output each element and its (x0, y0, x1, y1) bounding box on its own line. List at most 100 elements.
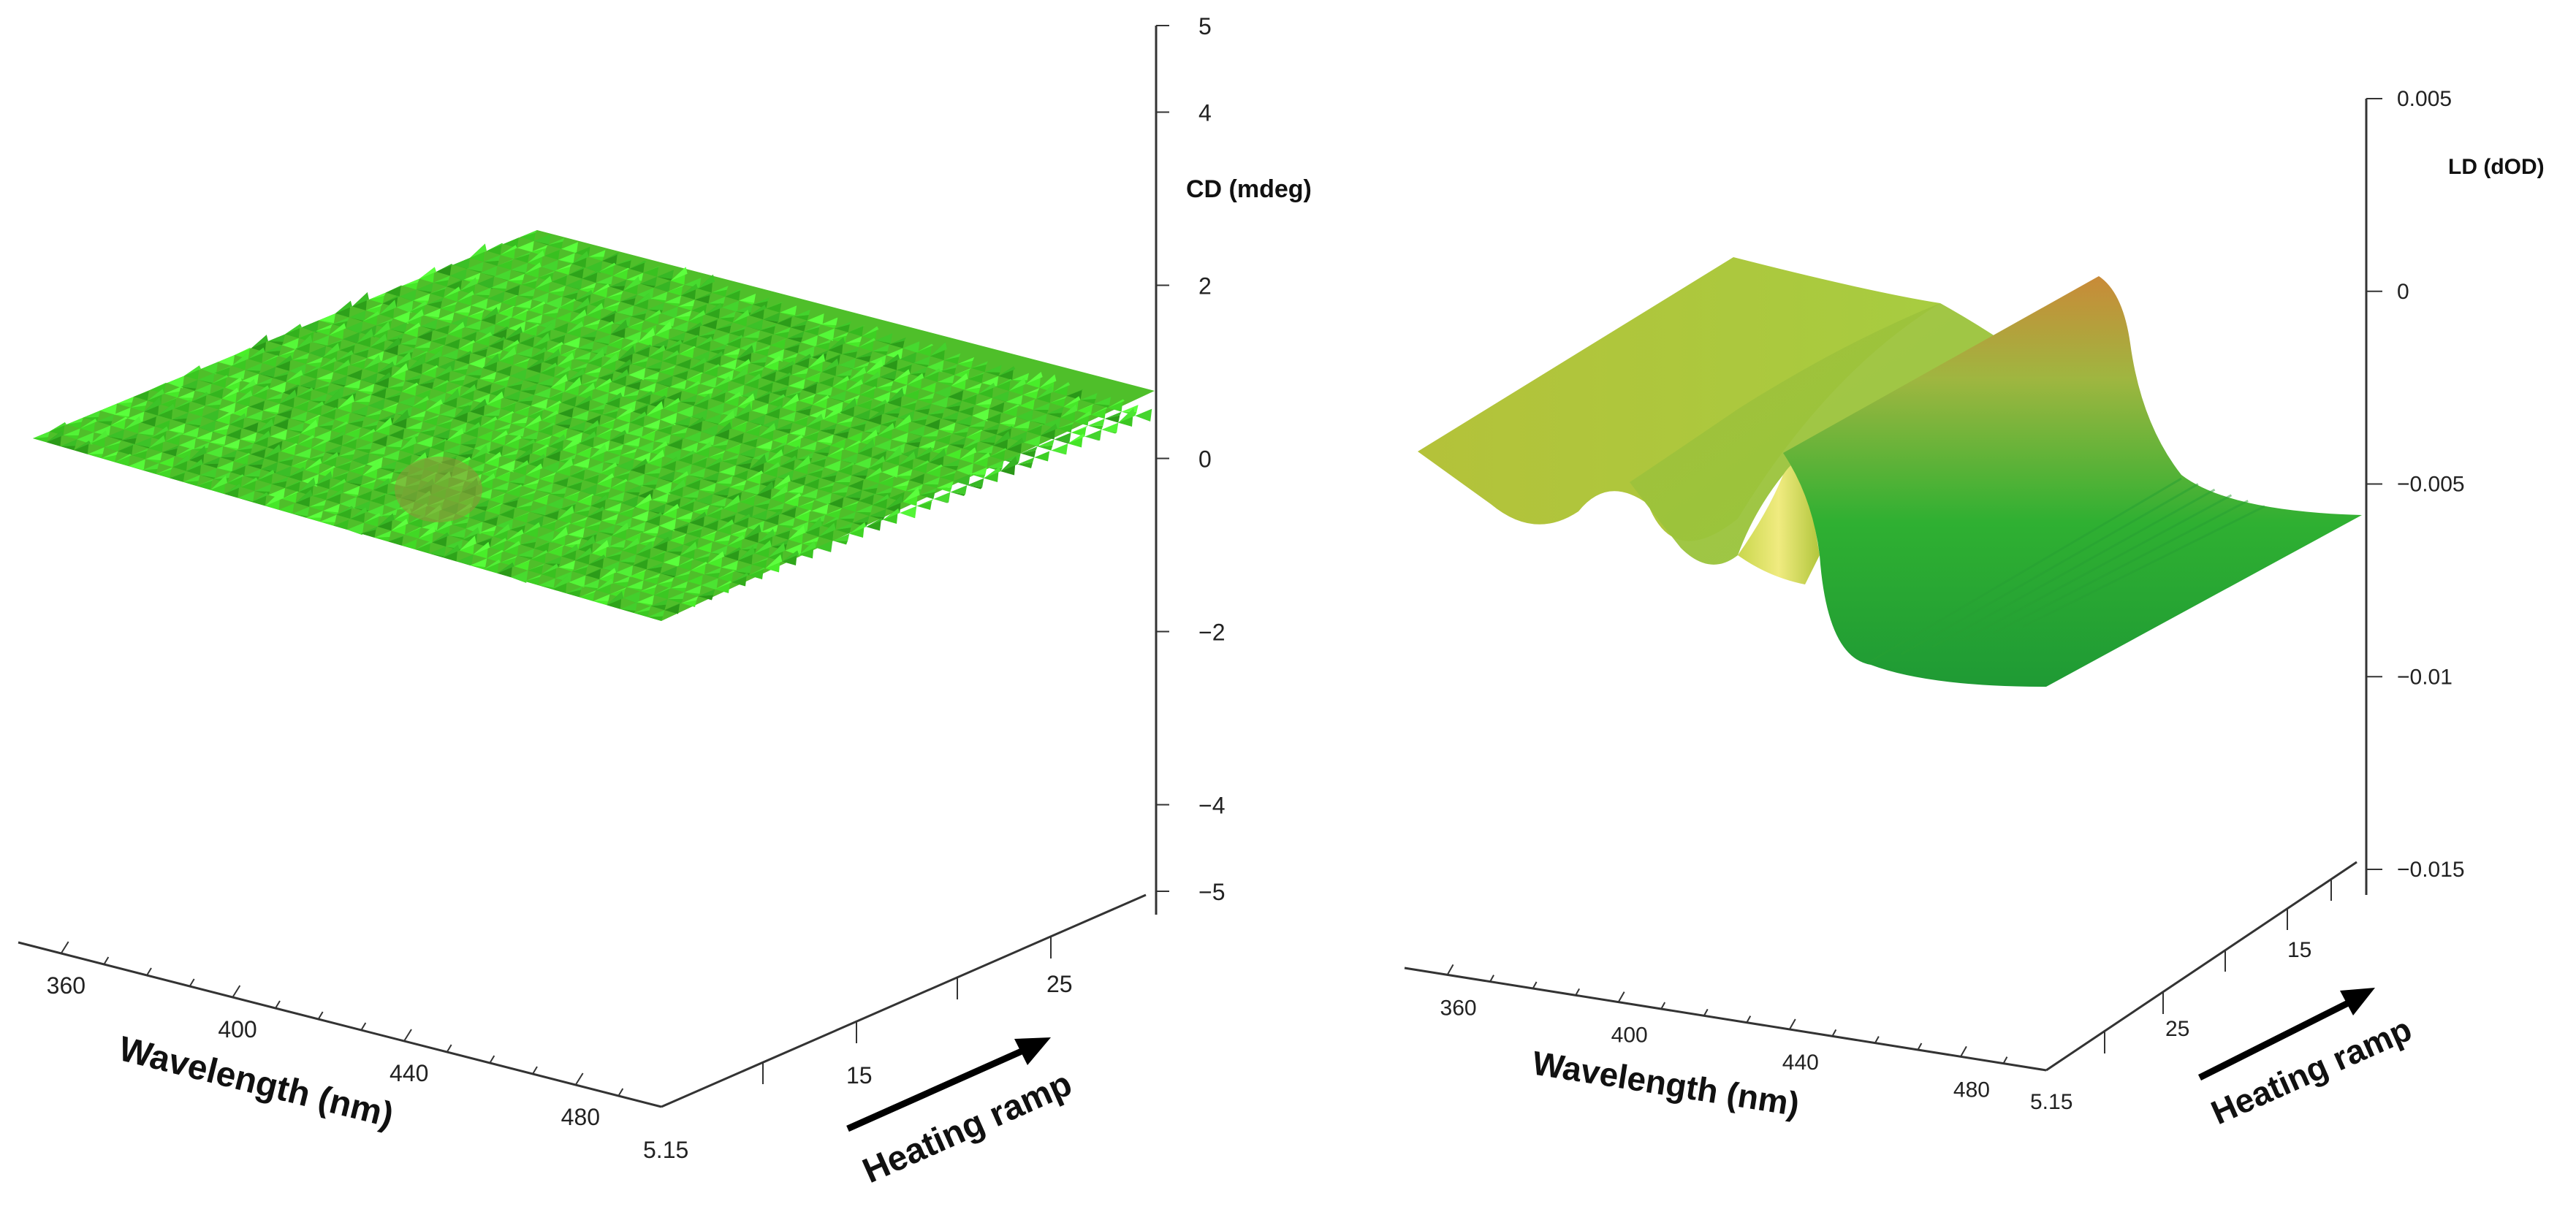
cd-surface-facet (485, 350, 503, 357)
cd-surface-facet (349, 466, 365, 476)
cd-surface-facet (758, 381, 775, 389)
cd-surface-facet (891, 432, 908, 443)
cd-surface-facet (832, 533, 850, 541)
cd-surface-facet (245, 370, 261, 374)
cd-surface-facet (629, 569, 647, 576)
cd-surface-facet (670, 432, 686, 439)
cd-surface-facet (279, 389, 297, 404)
cd-surface-facet (87, 454, 103, 459)
cd-surface-facet (205, 398, 222, 406)
cd-surface-facet (477, 276, 495, 289)
cd-surface-facet (600, 310, 618, 320)
cd-surface-facet (945, 400, 962, 408)
cd-surface-facet (588, 506, 605, 517)
cd-surface-facet (432, 380, 449, 389)
cd-surface-facet (674, 423, 689, 428)
cd-surface-facet (286, 370, 303, 382)
cd-surface-facet (583, 473, 601, 481)
cd-surface-facet (780, 305, 797, 316)
cd-surface-facet (574, 245, 592, 254)
cd-surface-facet (840, 453, 858, 464)
ld-x-tick-label: 480 (1953, 1078, 1990, 1102)
cd-surface-facet (208, 387, 226, 395)
cd-surface-facet (749, 454, 767, 470)
cd-surface-facet (189, 446, 207, 460)
cd-surface-facet (892, 480, 910, 487)
cd-surface-facet (539, 472, 557, 479)
cd-surface-facet (169, 470, 186, 479)
cd-surface-facet (422, 414, 440, 422)
cd-surface-facet (466, 268, 482, 273)
cd-surface-facet (444, 338, 462, 346)
cd-surface-facet (862, 326, 879, 337)
cd-surface-facet (369, 446, 387, 454)
cd-surface-facet (999, 416, 1017, 424)
cd-surface-facet (389, 428, 405, 440)
cd-surface-facet (490, 287, 506, 292)
cd-surface-facet (651, 492, 669, 503)
cd-surface-facet (435, 365, 452, 378)
cd-surface-facet (283, 384, 300, 393)
cd-surface-facet (862, 371, 880, 384)
cd-surface-facet (276, 407, 294, 415)
cd-surface-facet (969, 419, 987, 427)
cd-surface-facet (499, 346, 517, 362)
cd-surface-facet (659, 519, 677, 532)
cd-surface-facet (728, 432, 744, 443)
cd-surface-facet (317, 419, 335, 427)
cd-surface-facet (996, 426, 1014, 435)
cd-surface-facet (620, 602, 637, 611)
cd-surface-facet (1016, 409, 1033, 422)
cd-surface-facet (837, 462, 855, 472)
cd-surface-facet (702, 472, 719, 481)
cd-surface-facet (197, 373, 215, 384)
cd-surface-facet (1049, 398, 1065, 407)
cd-surface-facet (830, 438, 848, 446)
cd-surface-facet (707, 551, 725, 564)
cd-surface-facet (418, 378, 436, 385)
cd-surface-facet (46, 430, 64, 443)
cd-surface-facet (675, 316, 691, 321)
cd-surface-facet (924, 368, 941, 378)
cd-surface-facet (238, 498, 254, 502)
cd-surface-facet (753, 503, 770, 510)
cd-surface-facet (324, 445, 342, 453)
cd-surface-facet (346, 475, 363, 485)
cd-surface-facet (870, 399, 887, 410)
cd-surface-facet (434, 325, 450, 335)
cd-surface-facet (889, 337, 906, 345)
cd-surface-facet (584, 520, 601, 528)
cd-surface-facet (330, 383, 346, 387)
cd-surface-facet (281, 491, 299, 499)
cd-surface-facet (828, 337, 846, 351)
cd-surface-bump (395, 457, 482, 522)
cd-surface-facet (244, 469, 262, 477)
cd-surface-facet (696, 541, 714, 549)
ld-heating-tick-label: 25 (2165, 1017, 2189, 1041)
cd-surface-facet (884, 406, 901, 414)
cd-surface-facet (121, 438, 137, 445)
cd-x-minor-tick (489, 1055, 495, 1064)
cd-surface-facet (916, 343, 934, 353)
cd-surface-facet (586, 462, 604, 474)
cd-surface-facet (319, 514, 337, 522)
cd-surface-facet (199, 420, 216, 433)
cd-surface-facet (571, 517, 588, 524)
cd-surface-facet (872, 351, 888, 356)
cd-surface-facet (278, 503, 296, 510)
cd-surface-facet (631, 309, 648, 317)
cd-surface-facet (167, 376, 184, 389)
cd-surface-facet (455, 351, 472, 360)
cd-surface-facet (404, 373, 422, 381)
cd-surface-facet (593, 488, 611, 495)
cd-surface-facet (599, 262, 616, 272)
cd-surface-facet (483, 408, 501, 416)
cd-surface-facet (130, 400, 148, 408)
cd-surface-facet (492, 326, 509, 335)
cd-surface-facet (252, 385, 270, 396)
cd-surface-facet (559, 454, 577, 462)
cd-surface-facet (622, 395, 638, 401)
ld-x-tick-label: 360 (1440, 996, 1477, 1020)
cd-surface-facet (962, 393, 977, 405)
cd-surface-facet (799, 394, 816, 401)
